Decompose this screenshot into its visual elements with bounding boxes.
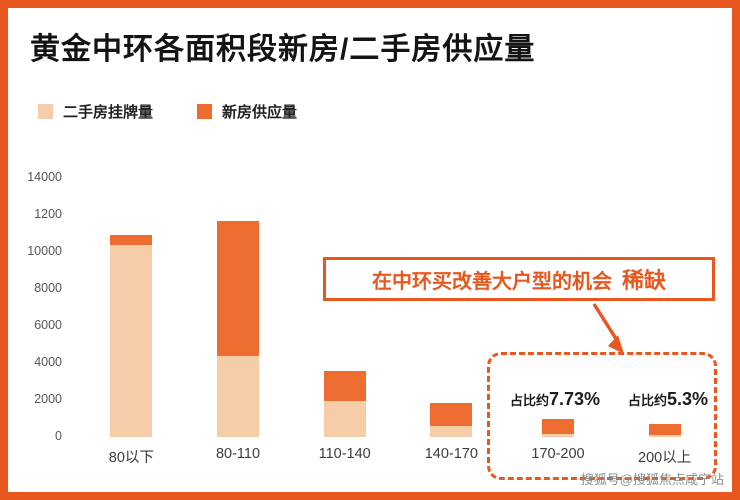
bar-segment-new-supply — [542, 418, 574, 435]
bar-segment-new-supply — [430, 402, 473, 426]
x-axis-label: 140-170 — [424, 446, 478, 462]
bar-170-200 — [542, 418, 574, 438]
bar-segment-secondhand-listings — [217, 355, 259, 437]
x-axis-label: 80以下 — [108, 450, 154, 466]
legend-label-secondhand: 二手房挂牌量 — [63, 104, 154, 121]
y-axis-label: 14000 — [27, 170, 62, 184]
bar-segment-secondhand-listings — [323, 400, 366, 437]
legend: 二手房挂牌量 新房供应量 — [38, 101, 297, 122]
legend-swatch-newhome — [197, 104, 213, 119]
bar-200以上 — [648, 424, 681, 437]
x-axis-label: 80-110 — [215, 446, 261, 462]
percent-label-200plus: 占比约5.3% — [598, 389, 732, 410]
x-axis-label: 170-200 — [531, 446, 585, 462]
bar-140-170 — [430, 402, 473, 437]
y-axis-label: 0 — [55, 429, 62, 443]
x-axis-label: 200以上 — [638, 450, 692, 466]
bar-segment-secondhand-listings — [430, 425, 473, 437]
bar-80-110 — [217, 220, 259, 437]
bar-segment-secondhand-listings — [648, 435, 681, 437]
percent-prefix: 占比约 — [627, 393, 667, 408]
annotation-arrow-icon — [592, 303, 624, 354]
bar-110-140 — [323, 371, 366, 437]
percent-prefix: 占比约 — [509, 393, 549, 408]
annotation-highlight: 稀缺 — [621, 268, 666, 293]
bar-segment-secondhand-listings — [542, 434, 574, 437]
legend-item-secondhand: 二手房挂牌量 — [38, 101, 153, 122]
bar-segment-secondhand-listings — [110, 244, 153, 437]
bar-segment-new-supply — [110, 235, 153, 245]
chart-title: 黄金中环各面积段新房/二手房供应量 — [30, 33, 536, 66]
percent-label-170-200: 占比约7.73% — [485, 389, 625, 410]
annotation-box: 在中环买改善大户型的机会 稀缺 — [323, 257, 715, 301]
bar-chart: 14000 1200 10000 8000 6000 4000 2000 0 80以下 80-11… — [8, 8, 732, 492]
percent-value: 5.3% — [666, 389, 709, 409]
legend-swatch-secondhand — [38, 104, 53, 119]
annotation-text: 在中环买改善大户型的机会 — [371, 270, 612, 293]
y-axis-label: 10000 — [27, 244, 62, 258]
y-axis-label: 6000 — [34, 318, 62, 332]
y-axis-label: 8000 — [34, 281, 62, 295]
bar-segment-new-supply — [217, 220, 259, 356]
scarcity-callout-box — [487, 352, 717, 480]
y-axis-label: 2000 — [34, 392, 62, 406]
percent-value: 7.73% — [548, 389, 601, 409]
bar-segment-new-supply — [323, 371, 366, 401]
legend-item-newhome: 新房供应量 — [197, 101, 297, 122]
watermark: 搜狐号@搜狐焦点咸宁站 — [580, 472, 724, 487]
legend-label-newhome: 新房供应量 — [222, 104, 298, 121]
bar-80以下 — [110, 235, 153, 437]
x-axis-label: 110-140 — [318, 446, 371, 462]
y-axis-label: 1200 — [34, 207, 62, 221]
y-axis-label: 4000 — [34, 355, 62, 369]
bar-segment-new-supply — [648, 424, 681, 436]
